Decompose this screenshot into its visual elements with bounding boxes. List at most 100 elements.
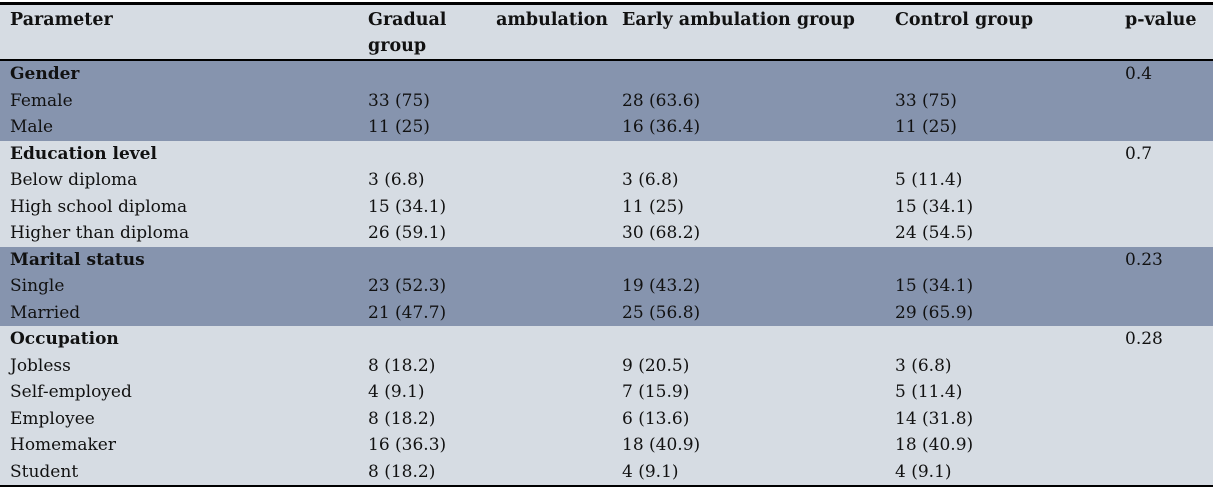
gradual-cell (358, 60, 612, 88)
col-header-early-ambulation-group: Early ambulation group (612, 3, 885, 61)
gradual-header-word-2: ambulation (496, 10, 608, 30)
p-value-cell (1115, 114, 1213, 141)
table-body: Gender 0.4 Female 33 (75) 28 (63.6) 33 (75) Ma… (0, 60, 1213, 486)
control-cell: 33 (75) (885, 87, 1115, 114)
col-header-p-value: p-value (1115, 3, 1213, 61)
gradual-cell: 21 (47.7) (358, 299, 612, 326)
parameter-cell: Higher than diploma (0, 220, 358, 247)
gradual-cell: 23 (52.3) (358, 273, 612, 300)
table-row-jobless: Jobless 8 (18.2) 9 (20.5) 3 (6.8) (0, 352, 1213, 379)
gradual-cell: 4 (9.1) (358, 379, 612, 406)
gradual-cell: 15 (34.1) (358, 193, 612, 220)
section-name-cell: Marital status (0, 246, 358, 273)
gradual-header-word-3: group (368, 36, 427, 56)
gradual-header-word-1: Gradual (368, 10, 447, 30)
table-row-female: Female 33 (75) 28 (63.6) 33 (75) (0, 87, 1213, 114)
table-row-homemaker: Homemaker 16 (36.3) 18 (40.9) 18 (40.9) (0, 432, 1213, 459)
p-value-cell (1115, 220, 1213, 247)
section-name-cell: Gender (0, 60, 358, 88)
header-row: Parameter Gradual ambulation group Early… (0, 3, 1213, 61)
early-cell: 9 (20.5) (612, 352, 885, 379)
p-value-cell (1115, 432, 1213, 459)
parameter-cell: Employee (0, 405, 358, 432)
demographics-table: Parameter Gradual ambulation group Early… (0, 2, 1213, 487)
control-cell: 18 (40.9) (885, 432, 1115, 459)
p-value-cell: 0.4 (1115, 60, 1213, 88)
control-cell: 3 (6.8) (885, 352, 1115, 379)
table-row-higher-than-diploma: Higher than diploma 26 (59.1) 30 (68.2) 24 … (0, 220, 1213, 247)
control-cell: 11 (25) (885, 114, 1115, 141)
gradual-cell: 26 (59.1) (358, 220, 612, 247)
control-cell: 4 (9.1) (885, 458, 1115, 486)
table-row-high-school-diploma: High school diploma 15 (34.1) 11 (25) 15 (3… (0, 193, 1213, 220)
table-row-self-employed: Self-employed 4 (9.1) 7 (15.9) 5 (11.4) (0, 379, 1213, 406)
p-value-cell (1115, 193, 1213, 220)
parameter-cell: Jobless (0, 352, 358, 379)
section-name-cell: Occupation (0, 326, 358, 353)
early-cell: 11 (25) (612, 193, 885, 220)
gradual-cell: 11 (25) (358, 114, 612, 141)
parameter-cell: Student (0, 458, 358, 486)
section-row-gender: Gender 0.4 (0, 60, 1213, 88)
early-cell: 19 (43.2) (612, 273, 885, 300)
p-value-cell (1115, 458, 1213, 486)
p-value-cell (1115, 352, 1213, 379)
control-cell (885, 60, 1115, 88)
table-row-single: Single 23 (52.3) 19 (43.2) 15 (34.1) (0, 273, 1213, 300)
control-cell (885, 140, 1115, 167)
parameter-cell: Male (0, 114, 358, 141)
early-cell (612, 60, 885, 88)
early-cell: 4 (9.1) (612, 458, 885, 486)
p-value-cell (1115, 167, 1213, 194)
parameter-cell: Below diploma (0, 167, 358, 194)
parameter-cell: Homemaker (0, 432, 358, 459)
control-cell: 14 (31.8) (885, 405, 1115, 432)
early-cell: 28 (63.6) (612, 87, 885, 114)
gradual-cell (358, 326, 612, 353)
control-cell (885, 326, 1115, 353)
table-row-below-diploma: Below diploma 3 (6.8) 3 (6.8) 5 (11.4) (0, 167, 1213, 194)
section-name-cell: Education level (0, 140, 358, 167)
parameter-cell: Self-employed (0, 379, 358, 406)
gradual-cell (358, 140, 612, 167)
control-cell: 5 (11.4) (885, 379, 1115, 406)
control-cell: 24 (54.5) (885, 220, 1115, 247)
gradual-cell: 8 (18.2) (358, 352, 612, 379)
early-cell: 3 (6.8) (612, 167, 885, 194)
p-value-cell (1115, 273, 1213, 300)
control-cell: 15 (34.1) (885, 273, 1115, 300)
gradual-cell: 33 (75) (358, 87, 612, 114)
table-row-student: Student 8 (18.2) 4 (9.1) 4 (9.1) (0, 458, 1213, 486)
parameter-cell: Female (0, 87, 358, 114)
col-header-control-group: Control group (885, 3, 1115, 61)
gradual-header-line1: Gradual ambulation (368, 7, 608, 33)
early-cell: 30 (68.2) (612, 220, 885, 247)
p-value-cell (1115, 299, 1213, 326)
control-cell (885, 246, 1115, 273)
early-cell: 18 (40.9) (612, 432, 885, 459)
table-row-employee: Employee 8 (18.2) 6 (13.6) 14 (31.8) (0, 405, 1213, 432)
early-cell (612, 326, 885, 353)
table-header: Parameter Gradual ambulation group Early… (0, 3, 1213, 61)
control-cell: 15 (34.1) (885, 193, 1115, 220)
section-row-marital-status: Marital status 0.23 (0, 246, 1213, 273)
parameter-cell: High school diploma (0, 193, 358, 220)
early-cell (612, 246, 885, 273)
control-cell: 5 (11.4) (885, 167, 1115, 194)
early-cell: 6 (13.6) (612, 405, 885, 432)
table-row-male: Male 11 (25) 16 (36.4) 11 (25) (0, 114, 1213, 141)
early-cell (612, 140, 885, 167)
col-header-gradual-ambulation-group: Gradual ambulation group (358, 3, 612, 61)
p-value-cell (1115, 87, 1213, 114)
early-cell: 16 (36.4) (612, 114, 885, 141)
gradual-cell: 8 (18.2) (358, 405, 612, 432)
p-value-cell (1115, 379, 1213, 406)
gradual-cell (358, 246, 612, 273)
gradual-cell: 16 (36.3) (358, 432, 612, 459)
gradual-cell: 8 (18.2) (358, 458, 612, 486)
gradual-cell: 3 (6.8) (358, 167, 612, 194)
parameter-cell: Married (0, 299, 358, 326)
p-value-cell: 0.7 (1115, 140, 1213, 167)
parameter-cell: Single (0, 273, 358, 300)
